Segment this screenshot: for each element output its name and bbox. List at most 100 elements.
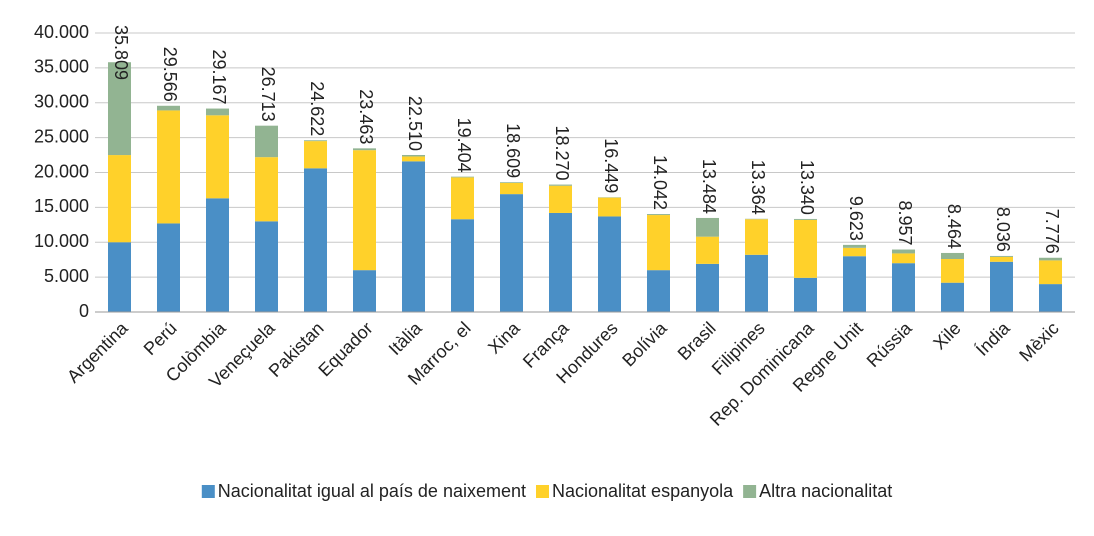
- bar-segment: [451, 219, 474, 312]
- bar-segment: [647, 215, 670, 271]
- total-label: 8.464: [944, 204, 964, 249]
- bar-segment: [157, 110, 180, 224]
- bar-segment: [941, 258, 964, 283]
- legend-swatch: [201, 485, 215, 498]
- bar-segment: [843, 247, 866, 257]
- bar-segment: [598, 216, 621, 312]
- y-tick-label: 25.000: [34, 126, 89, 146]
- x-tick-label: Perú: [140, 318, 181, 359]
- bar-segment: [843, 244, 866, 248]
- legend-label: Nacionalitat igual al país de naixement: [218, 481, 526, 501]
- bar-segment: [206, 115, 229, 199]
- legend-swatch: [536, 485, 549, 498]
- y-tick-label: 20.000: [34, 161, 89, 181]
- bar-segment: [206, 198, 229, 312]
- bar-segment: [304, 168, 327, 312]
- bar-segment: [108, 62, 131, 156]
- bar-segment: [353, 270, 376, 312]
- bar-segment: [892, 253, 915, 264]
- total-label: 7.776: [1042, 209, 1062, 254]
- bar-segment: [1039, 284, 1062, 312]
- total-label: 14.042: [650, 155, 670, 210]
- total-label: 29.167: [209, 49, 229, 104]
- bar-segment: [304, 141, 327, 169]
- bar-segment: [647, 214, 670, 216]
- total-label: 18.609: [503, 123, 523, 178]
- total-label: 26.713: [258, 67, 278, 122]
- total-label: 24.622: [307, 81, 327, 136]
- bar-segment: [304, 140, 327, 142]
- bar-segment: [647, 270, 670, 312]
- bar-segment: [990, 256, 1013, 262]
- bar-segment: [402, 156, 425, 162]
- x-tick-label: Bolívia: [618, 317, 671, 370]
- bar-segment: [696, 217, 719, 237]
- total-label: 13.364: [748, 160, 768, 215]
- y-tick-label: 40.000: [34, 22, 89, 42]
- x-tick-label: Itàlia: [385, 317, 427, 359]
- bar-segment: [794, 277, 817, 312]
- legend-label: Nacionalitat espanyola: [552, 481, 734, 501]
- x-tick-label: Rússia: [863, 317, 917, 371]
- y-tick-label: 10.000: [34, 231, 89, 251]
- bar-segment: [1039, 257, 1062, 261]
- bar-segment: [500, 194, 523, 312]
- bar-segment: [794, 218, 817, 220]
- bar-segment: [157, 223, 180, 312]
- bar-segment: [255, 221, 278, 312]
- y-tick-label: 0: [79, 301, 89, 321]
- bar-segment: [451, 177, 474, 220]
- bar-segment: [745, 219, 768, 255]
- bar-segment: [402, 161, 425, 312]
- total-label: 23.463: [356, 89, 376, 144]
- x-tick-label: Índia: [972, 317, 1014, 359]
- bar-segment: [206, 108, 229, 116]
- bar-segment: [353, 150, 376, 271]
- bar-segment: [255, 157, 278, 222]
- bar-segment: [1039, 260, 1062, 285]
- y-tick-label: 30.000: [34, 92, 89, 112]
- total-label: 35.809: [111, 25, 131, 80]
- total-label: 16.449: [601, 138, 621, 193]
- legend-swatch: [743, 485, 757, 498]
- bar-segment: [892, 263, 915, 312]
- legend: Nacionalitat igual al país de naixement N…: [201, 481, 892, 501]
- bar-segment: [549, 212, 572, 312]
- legend-label: Altra nacionalitat: [759, 481, 892, 501]
- total-label: 13.340: [797, 160, 817, 215]
- bar-segment: [598, 197, 621, 217]
- bar-segment: [696, 263, 719, 312]
- y-tick-label: 15.000: [34, 196, 89, 216]
- total-label: 29.566: [160, 47, 180, 102]
- bar-segment: [843, 256, 866, 312]
- bar-segment: [941, 282, 964, 312]
- total-label: 18.270: [552, 126, 572, 181]
- bar-segment: [941, 252, 964, 259]
- bar-segment: [108, 155, 131, 243]
- bar-segment: [500, 182, 523, 183]
- bar-segment: [451, 176, 474, 178]
- bar-segment: [108, 242, 131, 312]
- total-label: 8.957: [895, 200, 915, 245]
- bar-segment: [353, 148, 376, 151]
- bar-segment: [990, 261, 1013, 312]
- y-tick-label: 35.000: [34, 57, 89, 77]
- bar-segment: [549, 184, 572, 186]
- bar-segment: [549, 185, 572, 213]
- x-tick-label: Xile: [929, 318, 964, 353]
- bar-segment: [255, 125, 278, 158]
- bar-segment: [990, 255, 1013, 257]
- bar-segment: [157, 105, 180, 111]
- x-tick-label: Xina: [484, 317, 524, 357]
- total-label: 8.036: [993, 207, 1013, 252]
- x-tick-label: Argentina: [63, 317, 132, 386]
- bar-segment: [892, 249, 915, 254]
- bar-segment: [794, 219, 817, 278]
- x-tick-label: Equador: [314, 318, 376, 380]
- y-tick-label: 5.000: [44, 266, 89, 286]
- x-tick-label: Mèxic: [1015, 318, 1062, 365]
- bar-segment: [745, 254, 768, 312]
- total-label: 9.623: [846, 196, 866, 241]
- bar-segment: [402, 154, 425, 157]
